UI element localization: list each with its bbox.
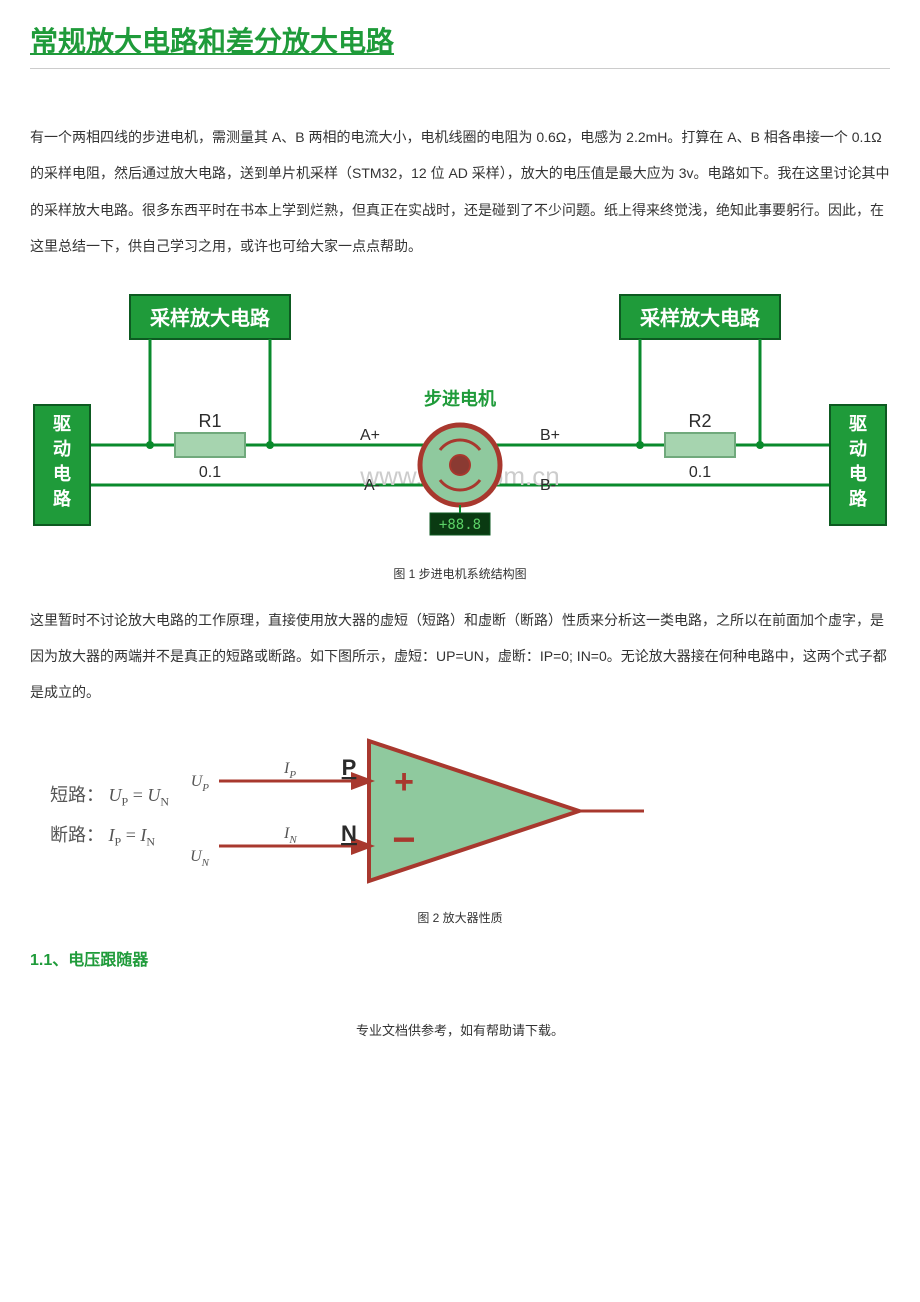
resistor-r2 (665, 433, 735, 457)
motor-display-text: +88.8 (439, 517, 481, 533)
open-formula: 断路： IP = IN (50, 816, 169, 856)
paragraph-intro: 有一个两相四线的步进电机，需测量其 A、B 两相的电流大小，电机线圈的电阻为 0… (30, 119, 890, 265)
figure-1-caption: 图 1 步进电机系统结构图 (30, 565, 890, 582)
r1-name: R1 (198, 411, 221, 431)
node-r1 (636, 441, 644, 449)
resistor-r1 (175, 433, 245, 457)
label-aplus: A+ (360, 427, 380, 444)
minus-sign: − (392, 818, 415, 862)
r2-name: R2 (688, 411, 711, 431)
node-r2 (756, 441, 764, 449)
section-1-1-heading: 1.1、电压跟随器 (30, 946, 890, 970)
figure-1-wrap: 驱 动 电 路 驱 动 电 路 采样放大电路 采样放大电路 R1 0.1 R2 … (30, 285, 890, 555)
label-aminus: A- (364, 477, 380, 494)
un-label: UN (190, 848, 210, 869)
p-label: P (342, 755, 357, 780)
figure-2-opamp: + − UP IP UN IN P N (189, 731, 649, 901)
label-bplus: B+ (540, 427, 560, 444)
drive-right-l3: 电 (849, 463, 867, 484)
drive-left-l1: 驱 (53, 414, 71, 434)
r2-val: 0.1 (689, 464, 711, 481)
title-divider (30, 68, 890, 69)
paragraph-2: 这里暂时不讨论放大电路的工作原理，直接使用放大器的虚短（短路）和虚断（断路）性质… (30, 602, 890, 711)
in-label: IN (283, 825, 297, 846)
drive-left-l2: 动 (53, 439, 71, 459)
page-footer: 专业文档供参考，如有帮助请下载。 (30, 1020, 890, 1039)
plus-sign: + (394, 763, 414, 801)
n-label: N (341, 821, 357, 846)
drive-left-l4: 路 (53, 488, 72, 509)
sample-right-text: 采样放大电路 (640, 306, 761, 330)
node-l1 (146, 441, 154, 449)
label-bminus: B- (540, 477, 556, 494)
sample-left-text: 采样放大电路 (150, 306, 271, 330)
motor-label: 步进电机 (424, 388, 496, 409)
drive-left-l3: 电 (53, 463, 71, 484)
figure-1-diagram: 驱 动 电 路 驱 动 电 路 采样放大电路 采样放大电路 R1 0.1 R2 … (30, 285, 890, 555)
drive-right-l1: 驱 (849, 414, 867, 434)
page-title: 常规放大电路和差分放大电路 (30, 20, 890, 60)
up-label: UP (191, 773, 210, 794)
formula-column: 短路： UP = UN 断路： IP = IN (50, 776, 169, 855)
motor-hub (450, 455, 470, 475)
figure-2-row: 短路： UP = UN 断路： IP = IN + − UP IP (50, 731, 890, 901)
drive-right-l2: 动 (849, 439, 867, 459)
figure-2-caption: 图 2 放大器性质 (30, 909, 890, 926)
node-l2 (266, 441, 274, 449)
r1-val: 0.1 (199, 464, 221, 481)
short-formula: 短路： UP = UN (50, 776, 169, 816)
drive-right-l4: 路 (849, 488, 868, 509)
ip-label: IP (283, 760, 296, 781)
